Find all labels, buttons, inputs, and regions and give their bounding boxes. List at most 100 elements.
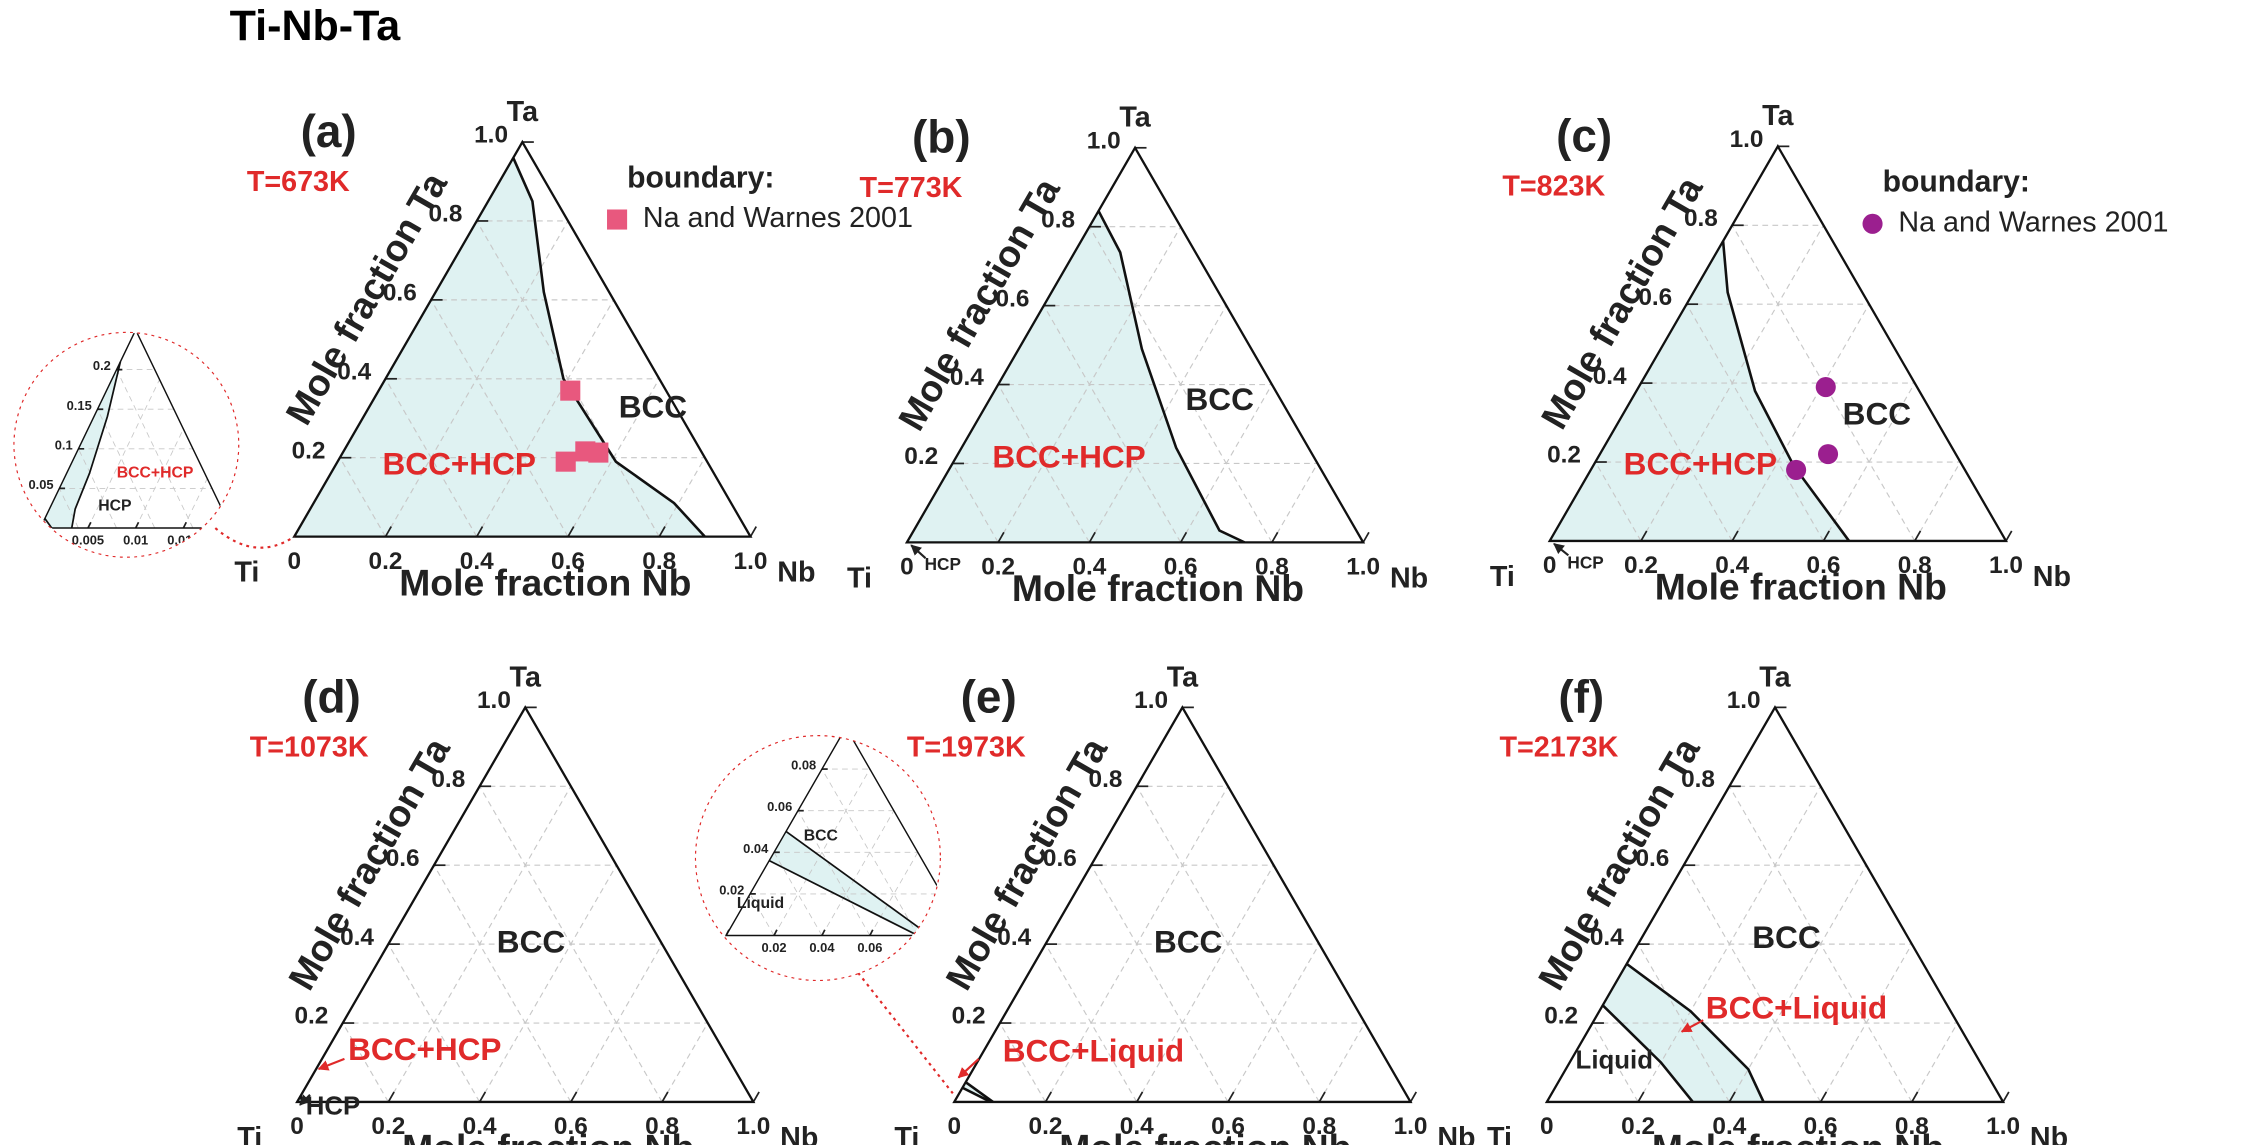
phase-label: BCC+HCP: [348, 1031, 501, 1067]
grid-line: [658, 457, 706, 537]
phase-boundary: [1097, 210, 1246, 544]
panel: 0.2 0.4 0.6 0.8 1.0 0 0.2 0.4 0.6 0.8 1.0 BCC BCC+Li…: [894, 661, 1475, 1145]
vertex-label: Nb: [2030, 1122, 2068, 1145]
y-tick-label: 0.4: [337, 358, 371, 385]
vertex-label: Ta: [1167, 661, 1199, 693]
triangle-frame: [295, 705, 756, 1104]
x-tick-label: 0.8: [1302, 1113, 1336, 1140]
x-tick-label: 0.4: [1072, 554, 1106, 581]
grid-line: [661, 1022, 709, 1103]
x-tick-label: 0: [723, 940, 730, 955]
phase-region: [906, 210, 1245, 543]
panel-label: (b): [912, 111, 971, 163]
tick-mark: [1136, 1091, 1144, 1103]
vertex-label: Nb: [1390, 562, 1428, 594]
y-tick-label: 0.6: [386, 845, 420, 872]
y-tick-label: 0.6: [1043, 845, 1077, 872]
y-tick-label: 0.2: [1547, 442, 1581, 469]
x-tick-label: 0: [287, 548, 301, 575]
x-tick-label: 0.06: [857, 940, 882, 955]
grid-line: [1088, 305, 1227, 543]
x-axis-label: Mole fraction Nb: [1652, 1127, 1944, 1145]
tick-mark: [39, 521, 44, 529]
x-axis-label: Mole fraction Nb: [1059, 1127, 1351, 1145]
y-tick-label: 0.8: [1089, 766, 1123, 793]
legend-title: boundary:: [627, 161, 774, 194]
y-tick-label: 0.06: [767, 799, 792, 814]
temperature: T=673K: [247, 166, 350, 198]
triangle-frame: [1547, 144, 2008, 543]
vertex-label: Nb: [2033, 561, 2071, 593]
x-tick-label: 0.005: [72, 532, 104, 547]
panel-label: (e): [961, 670, 1017, 722]
x-tick-label: 0.4: [463, 1113, 497, 1140]
y-tick-label: 0.4: [997, 924, 1031, 951]
x-tick-label: 0.4: [460, 548, 494, 575]
triangle-frame: [39, 332, 233, 529]
grid-line: [342, 1022, 389, 1103]
y-tick-label: 0.4: [1590, 924, 1624, 951]
tick-mark: [478, 1091, 487, 1103]
tick-mark: [1728, 1091, 1736, 1103]
phase-label: Liquid: [737, 895, 784, 912]
y-tick-label: 0.2: [294, 1003, 328, 1030]
phase-boundary: [44, 518, 53, 529]
x-tick-label: 0.8: [645, 1113, 679, 1140]
arrow: [1553, 542, 1570, 557]
tick-mark: [387, 1091, 395, 1103]
tick-mark: [567, 526, 575, 538]
tick-mark: [658, 526, 666, 538]
tick-mark: [1044, 1091, 1052, 1103]
legend-marker: [1862, 213, 1883, 234]
y-tick-label: 1.0: [1087, 127, 1121, 154]
grid-line: [1271, 463, 1319, 543]
tick-mark: [384, 526, 392, 538]
x-axis-label: Mole fraction Nb: [1012, 567, 1304, 609]
grid-line: [1820, 943, 1913, 1103]
arrow: [957, 1058, 980, 1079]
data-point: [1815, 377, 1836, 398]
x-tick-label: 1.0: [1346, 554, 1380, 581]
y-tick-label: 0.2: [292, 437, 326, 464]
legend-title: boundary:: [1883, 166, 2030, 199]
arrow: [1680, 1019, 1704, 1033]
panel-label: (d): [302, 670, 361, 722]
tick-mark: [87, 521, 92, 529]
x-tick-label: 0.2: [1029, 1113, 1063, 1140]
y-tick-label: 0.05: [28, 477, 53, 492]
tick-mark: [997, 531, 1005, 543]
y-tick-label: 0.2: [1544, 1003, 1578, 1030]
grid-line: [387, 786, 572, 1103]
vertex-label: Ti: [237, 1122, 262, 1145]
y-tick-label: 1.0: [1134, 687, 1168, 714]
x-tick-label: 0.8: [1895, 1113, 1929, 1140]
panels: 0.2 0.4 0.6 0.8 1.0 0 0.2 0.4 0.6 0.8 1.0 BCC BCC+HC…: [234, 96, 2168, 1145]
tick-mark: [1271, 531, 1279, 543]
x-tick-label: 0.4: [1715, 552, 1749, 579]
data-point: [588, 442, 609, 463]
y-tick-label: 0.2: [904, 443, 938, 470]
grid-line: [78, 448, 117, 529]
phase-label: BCC+HCP: [992, 438, 1145, 474]
phase-label: BCC: [497, 923, 565, 959]
vertex-label: Nb: [777, 557, 815, 589]
grid-line: [1043, 305, 1182, 543]
phase-label: BCC: [1843, 395, 1911, 431]
triangle-frame: [292, 139, 753, 538]
y-tick-label: 1.0: [477, 687, 511, 714]
phase-boundary: [1721, 240, 1851, 542]
y-tick-label: 0.6: [996, 285, 1030, 312]
inset: 0.02 0.04 0.06 0.08 0 0.02 0.04 0.06 0.08 BCC Liqu…: [695, 736, 940, 980]
phase-label: HCP: [98, 498, 131, 515]
y-tick-label: 1.0: [1727, 687, 1761, 714]
grid-line: [797, 810, 871, 936]
y-tick-label: 0.15: [67, 398, 92, 413]
tick-mark: [1409, 1091, 1418, 1103]
x-tick-label: 0: [290, 1113, 304, 1140]
x-tick-label: 0.6: [1804, 1113, 1838, 1140]
phase-label: BCC+Liquid: [1706, 989, 1887, 1025]
grid-line: [952, 463, 999, 543]
y-tick-label: 0.4: [1593, 363, 1627, 390]
temperature: T=1973K: [907, 732, 1026, 764]
